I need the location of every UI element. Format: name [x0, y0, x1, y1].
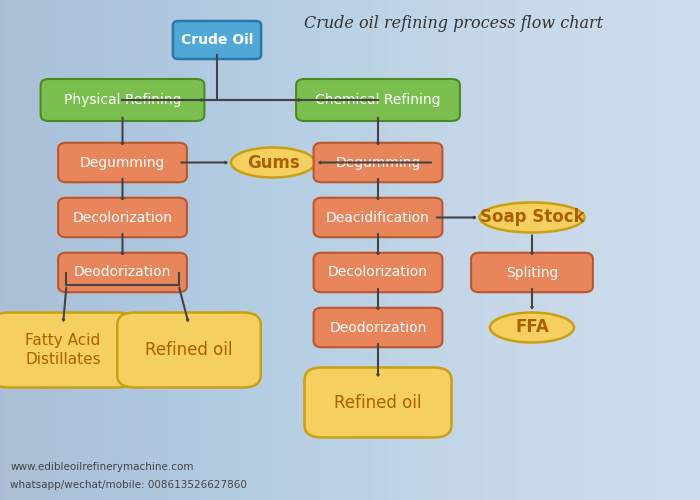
- Text: Decolorization: Decolorization: [73, 210, 172, 224]
- Text: Deacidification: Deacidification: [326, 210, 430, 224]
- FancyBboxPatch shape: [471, 253, 593, 292]
- FancyBboxPatch shape: [296, 79, 460, 121]
- FancyBboxPatch shape: [0, 312, 134, 388]
- FancyBboxPatch shape: [58, 253, 187, 292]
- Text: Deodorization: Deodorization: [329, 320, 427, 334]
- Text: Soap Stock: Soap Stock: [480, 208, 584, 226]
- Ellipse shape: [480, 202, 584, 232]
- FancyBboxPatch shape: [304, 368, 452, 438]
- FancyBboxPatch shape: [314, 198, 442, 237]
- FancyBboxPatch shape: [41, 79, 204, 121]
- Text: Physical Refining: Physical Refining: [64, 93, 181, 107]
- Text: Crude oil refining process flow chart: Crude oil refining process flow chart: [304, 15, 603, 32]
- FancyBboxPatch shape: [58, 143, 187, 182]
- Text: Fatty Acid
Distillates: Fatty Acid Distillates: [25, 333, 101, 367]
- Text: Deodorization: Deodorization: [74, 266, 172, 280]
- Text: Refined oil: Refined oil: [335, 394, 421, 411]
- Text: Spliting: Spliting: [506, 266, 558, 280]
- Text: Chemical Refining: Chemical Refining: [315, 93, 441, 107]
- FancyBboxPatch shape: [314, 253, 442, 292]
- Text: Degumming: Degumming: [80, 156, 165, 170]
- FancyBboxPatch shape: [118, 312, 261, 388]
- Ellipse shape: [490, 312, 574, 342]
- Text: Degumming: Degumming: [335, 156, 421, 170]
- Text: www.edibleoilrefinerymachine.com: www.edibleoilrefinerymachine.com: [10, 462, 194, 472]
- Text: Gums: Gums: [246, 154, 300, 172]
- FancyBboxPatch shape: [58, 198, 187, 237]
- FancyBboxPatch shape: [173, 21, 261, 59]
- Text: Refined oil: Refined oil: [146, 341, 232, 359]
- Text: Crude Oil: Crude Oil: [181, 33, 253, 47]
- FancyBboxPatch shape: [314, 143, 442, 182]
- Text: FFA: FFA: [515, 318, 549, 336]
- FancyBboxPatch shape: [314, 308, 442, 348]
- Text: whatsapp/wechat/mobile: 008613526627860: whatsapp/wechat/mobile: 008613526627860: [10, 480, 247, 490]
- Text: Decolorization: Decolorization: [328, 266, 428, 280]
- Ellipse shape: [231, 148, 315, 178]
